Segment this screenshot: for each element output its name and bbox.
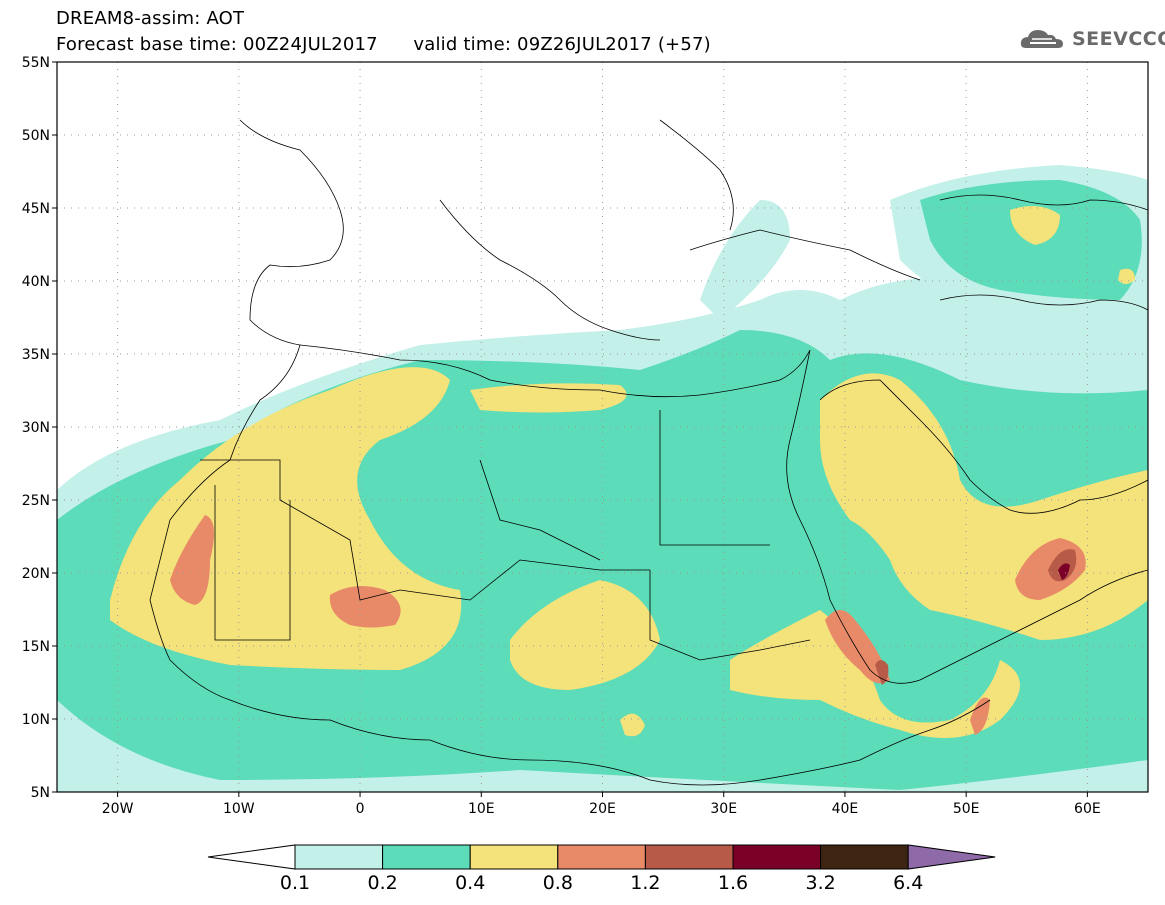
lon-label: 0 bbox=[356, 801, 365, 817]
colorbar-label: 1.6 bbox=[718, 872, 748, 894]
lat-label: 5N bbox=[31, 785, 50, 801]
map-grid bbox=[57, 62, 1148, 792]
lat-label: 10N bbox=[22, 712, 50, 728]
lat-label: 15N bbox=[22, 639, 50, 655]
forecast-time-line: Forecast base time: 00Z24JUL2017 valid t… bbox=[56, 34, 711, 55]
lon-label: 20E bbox=[589, 801, 616, 817]
colorbar-segment bbox=[382, 844, 471, 870]
colorbar-segment bbox=[732, 844, 822, 870]
lat-label: 20N bbox=[22, 566, 50, 582]
colorbar-segment bbox=[557, 844, 646, 870]
lat-label: 30N bbox=[22, 420, 50, 436]
lat-label: 50N bbox=[22, 128, 50, 144]
lat-label: 35N bbox=[22, 347, 50, 363]
lon-label: 10W bbox=[223, 801, 255, 817]
colorbar-label: 0.4 bbox=[455, 872, 485, 894]
colorbar-segment bbox=[294, 844, 384, 870]
chart-title: DREAM8-assim: AOT bbox=[56, 8, 245, 29]
aot-level-1.6 bbox=[1058, 563, 1070, 580]
lat-label: 45N bbox=[22, 201, 50, 217]
colorbar-label: 0.2 bbox=[367, 872, 397, 894]
colorbar-segment bbox=[820, 844, 909, 870]
colorbar-label: 0.8 bbox=[543, 872, 573, 894]
colorbar-segment bbox=[644, 844, 734, 870]
colorbar-low-arrow bbox=[207, 844, 296, 870]
colorbar-label: 6.4 bbox=[893, 872, 923, 894]
colorbar-label: 1.2 bbox=[630, 872, 660, 894]
latitude-axis: 55N 50N 45N 40N 35N 30N 25N 20N 15N 10N 5N bbox=[22, 55, 57, 801]
lat-label: 25N bbox=[22, 493, 50, 509]
lat-label: 55N bbox=[22, 55, 50, 71]
lon-label: 30E bbox=[710, 801, 737, 817]
colorbar-high-arrow bbox=[907, 844, 996, 870]
lon-label: 20W bbox=[102, 801, 134, 817]
longitude-axis: 20W 10W 0 10E 20E 30E 40E 50E 60E bbox=[102, 792, 1101, 817]
colorbar: 0.1 0.2 0.4 0.8 1.2 1.6 3.2 6.4 bbox=[207, 844, 996, 894]
cloud-logo-icon bbox=[1020, 30, 1063, 48]
lon-label: 60E bbox=[1074, 801, 1101, 817]
colorbar-label: 3.2 bbox=[805, 872, 835, 894]
lon-label: 10E bbox=[468, 801, 495, 817]
colorbar-segment bbox=[469, 844, 559, 870]
lat-label: 40N bbox=[22, 274, 50, 290]
lon-label: 40E bbox=[832, 801, 859, 817]
colorbar-label: 0.1 bbox=[280, 872, 310, 894]
coastlines bbox=[149, 119, 1148, 786]
logo-text: SEEVCCC bbox=[1072, 28, 1165, 50]
lon-label: 50E bbox=[953, 801, 980, 817]
